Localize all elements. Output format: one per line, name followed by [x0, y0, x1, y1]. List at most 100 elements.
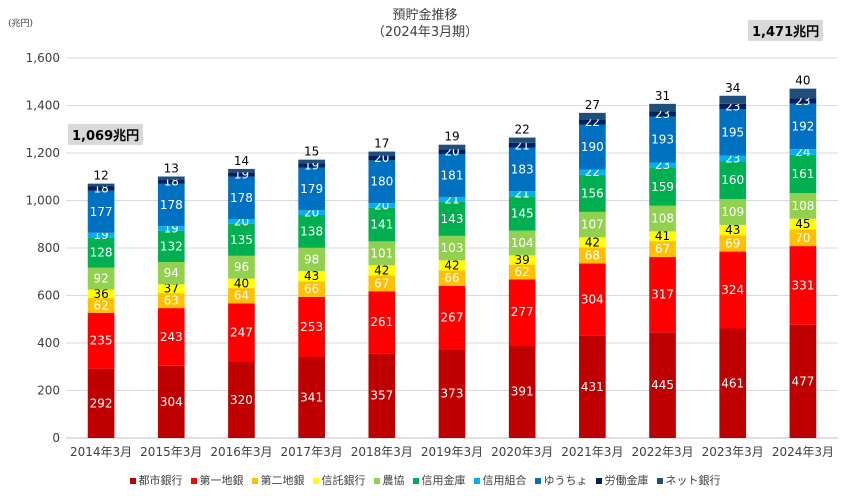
chart-subtitle: （2024年3月期） — [371, 25, 479, 40]
bar-segment — [579, 335, 606, 438]
x-tick-label: 2024年3月 — [772, 445, 834, 459]
data-label: 431 — [581, 380, 604, 394]
bar-segment — [579, 247, 606, 264]
data-label: 159 — [651, 180, 674, 194]
bar-segment — [789, 103, 817, 150]
data-label: 39 — [515, 253, 530, 267]
bar-segment — [157, 179, 185, 184]
legend-item: 信用金庫 — [412, 472, 466, 488]
bar-segment — [719, 103, 747, 110]
bar-segment — [719, 328, 747, 438]
bar-segment — [508, 345, 536, 438]
chart-title: 預貯金推移 — [392, 8, 458, 23]
bar-segment — [649, 103, 676, 112]
legend-label: 労働金庫 — [604, 474, 649, 487]
bar-segment — [508, 230, 536, 256]
bar-segment — [87, 232, 115, 238]
data-label: 193 — [651, 133, 674, 147]
bar-segment — [298, 281, 325, 297]
legend-label: 農協 — [382, 474, 405, 487]
data-label: 357 — [370, 389, 393, 403]
bar-segment — [298, 167, 325, 211]
data-label: 22 — [515, 123, 530, 137]
bar-segment — [438, 235, 466, 261]
bar-segment — [719, 199, 747, 225]
bar-segment — [368, 241, 396, 266]
bar-segment — [649, 332, 676, 438]
bar-segment — [228, 223, 255, 256]
legend-swatch — [129, 478, 136, 484]
data-label: 98 — [304, 252, 319, 266]
data-label: 341 — [300, 391, 323, 405]
data-label: 66 — [444, 271, 459, 285]
data-label: 17 — [374, 137, 389, 151]
bar-segment — [368, 275, 396, 292]
bar-segment — [368, 160, 396, 204]
bar-segment — [649, 111, 676, 117]
bar-segment — [789, 324, 817, 438]
bar-segment — [789, 229, 817, 247]
bar-segment — [579, 174, 606, 212]
bar-segment — [789, 246, 817, 325]
data-label: 42 — [444, 258, 459, 272]
data-label: 69 — [725, 236, 740, 250]
data-label: 14 — [234, 154, 249, 168]
legend-label: 信用組合 — [482, 474, 527, 487]
data-label: 27 — [585, 98, 600, 112]
x-tick-label: 2019年3月 — [421, 445, 483, 459]
legend-swatch — [595, 478, 602, 484]
last-total-callout: 1,471兆円 — [748, 20, 824, 41]
data-label: 373 — [441, 387, 464, 401]
bar-segment — [228, 362, 255, 438]
bar-segment — [298, 271, 325, 282]
data-label: 12 — [93, 169, 108, 183]
x-tick-label: 2023年3月 — [702, 445, 764, 459]
bar-segment — [508, 255, 536, 265]
data-label: 67 — [374, 276, 389, 290]
bar-segment — [368, 151, 396, 156]
x-tick-label: 2020年3月 — [491, 445, 553, 459]
x-tick-label: 2015年3月 — [140, 445, 202, 459]
bar-segment — [719, 161, 747, 200]
data-label: 161 — [791, 167, 814, 181]
data-label: 62 — [93, 298, 108, 312]
data-label: 317 — [651, 288, 674, 302]
bar-segment — [789, 88, 817, 99]
bar-segment — [649, 167, 676, 206]
bar-segment — [438, 196, 466, 202]
data-label: 331 — [791, 278, 814, 292]
bar-segment — [157, 176, 185, 180]
bar-segment — [298, 296, 325, 358]
bar-segment — [649, 257, 676, 333]
data-label: 19 — [444, 130, 459, 144]
bar-segment — [157, 262, 185, 285]
bar-segment — [438, 286, 466, 350]
legend-item: 第二地銀 — [251, 472, 305, 488]
data-label: 261 — [370, 315, 393, 329]
data-label: 461 — [721, 376, 744, 390]
data-label: 42 — [585, 235, 600, 249]
chart-legend: 都市銀行 第一地銀 第二地銀 信託銀行 農協 信用金庫 信用組合 ゆうちょ 労働金庫 ネット銀行 — [0, 472, 850, 488]
bar-segment — [228, 288, 255, 304]
bar-segment — [368, 203, 396, 208]
x-tick-label: 2014年3月 — [70, 445, 132, 459]
data-label: 96 — [234, 260, 249, 274]
data-label: 247 — [230, 326, 253, 340]
bar-segment — [579, 124, 606, 170]
data-label: 177 — [90, 205, 113, 219]
bar-segment — [87, 190, 115, 233]
bar-segment — [87, 186, 115, 191]
x-tick-label: 2021年3月 — [561, 445, 623, 459]
data-label: 141 — [370, 218, 393, 232]
y-tick-label: 200 — [37, 384, 60, 398]
data-label: 181 — [441, 168, 464, 182]
data-label: 104 — [511, 236, 534, 250]
data-label: 477 — [791, 374, 814, 388]
bar-segment — [719, 95, 747, 104]
y-tick-label: 0 — [52, 431, 60, 445]
bar-segment — [508, 279, 536, 346]
data-label: 267 — [441, 311, 464, 325]
y-tick-label: 1,600 — [26, 51, 60, 65]
y-tick-label: 600 — [37, 289, 60, 303]
